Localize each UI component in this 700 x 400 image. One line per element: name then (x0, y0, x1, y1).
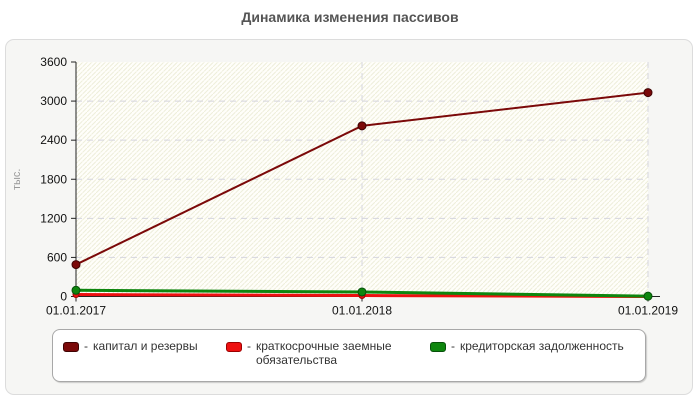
capital-series-swatch-icon (63, 342, 79, 352)
legend-item-capital: - капитал и резервы (63, 339, 198, 353)
short-term-loans-series-swatch-icon (226, 342, 242, 352)
svg-text:01.01.2018: 01.01.2018 (332, 304, 392, 318)
legend-label-short-term-loans: краткосрочные заемные обязательства (256, 339, 392, 367)
legend-label-payables: кредиторская задолженность (460, 339, 624, 353)
svg-text:0: 0 (60, 290, 67, 304)
chart-legend: - капитал и резервы - краткосрочные заем… (52, 329, 646, 382)
svg-text:600: 600 (47, 250, 67, 264)
svg-text:01.01.2019: 01.01.2019 (618, 304, 678, 318)
svg-text:2400: 2400 (40, 133, 67, 147)
chart-title: Динамика изменения пассивов (241, 9, 459, 25)
legend-item-payables: - кредиторская задолженность (430, 339, 624, 353)
payables-series-swatch-icon (430, 342, 446, 352)
svg-text:3600: 3600 (40, 55, 67, 69)
legend-item-short-term-loans: - краткосрочные заемные обязательства (226, 339, 414, 367)
svg-text:тыс.: тыс. (11, 168, 23, 190)
legend-dash: - (247, 339, 251, 353)
chart-panel: 0 600 1200 1800 2400 3000 3600 01.01.2017 01.01.… (5, 39, 693, 395)
svg-text:1200: 1200 (40, 211, 67, 225)
legend-dash: - (451, 339, 455, 353)
legend-dash: - (84, 339, 88, 353)
legend-label-capital: капитал и резервы (93, 339, 198, 353)
plot-area: 0 600 1200 1800 2400 3000 3600 01.01.2017 01.01.… (11, 55, 678, 318)
svg-text:01.01.2017: 01.01.2017 (46, 304, 106, 318)
svg-text:3000: 3000 (40, 94, 67, 108)
svg-text:1800: 1800 (40, 172, 67, 186)
